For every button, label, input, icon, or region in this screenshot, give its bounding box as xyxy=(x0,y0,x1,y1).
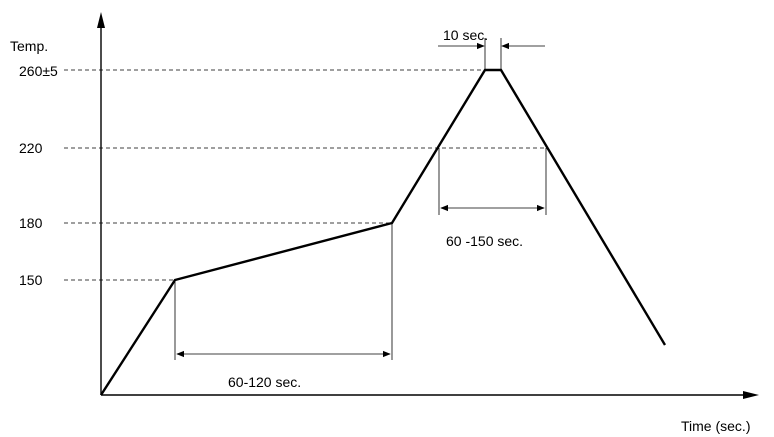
temp-label-260: 260±5 xyxy=(19,63,58,79)
interval-10-label: 10 sec. xyxy=(443,27,488,43)
temperature-profile-line xyxy=(99,68,667,396)
interval-60-120-label: 60-120 sec. xyxy=(228,374,301,390)
interval-60-150-label: 60 -150 sec. xyxy=(446,233,523,249)
y-axis-arrowhead xyxy=(97,12,105,28)
temp-label-180: 180 xyxy=(19,215,43,231)
temp-label-220: 220 xyxy=(19,140,43,156)
temp-label-150: 150 xyxy=(19,272,43,288)
y-axis-label: Temp. xyxy=(10,38,48,54)
x-axis-arrowhead xyxy=(743,391,759,399)
x-axis-label: Time (sec.) xyxy=(681,418,750,434)
